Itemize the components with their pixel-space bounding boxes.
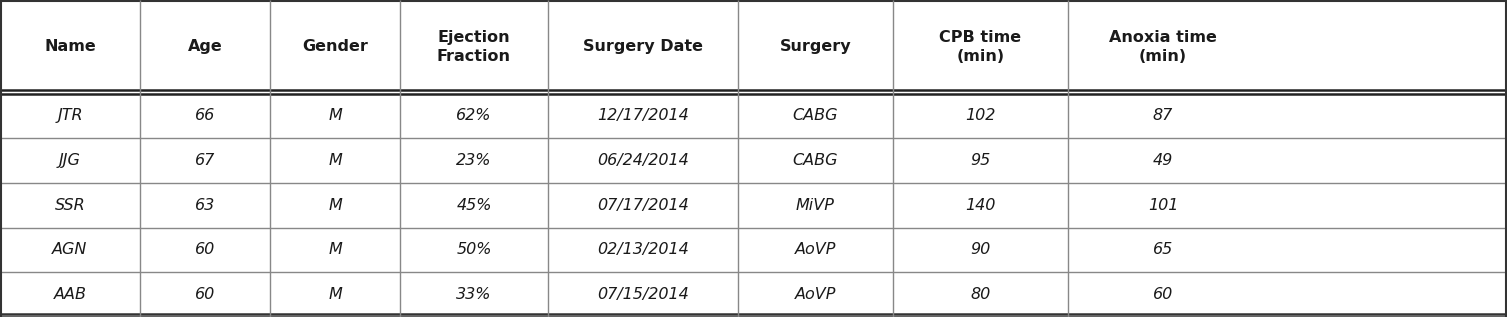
Text: 07/17/2014: 07/17/2014 (597, 198, 689, 213)
Text: M: M (329, 287, 342, 302)
Text: JTR: JTR (57, 108, 83, 123)
Text: 45%: 45% (457, 198, 491, 213)
Text: M: M (329, 153, 342, 168)
Text: CABG: CABG (793, 108, 838, 123)
Text: Surgery: Surgery (779, 39, 851, 54)
Text: 50%: 50% (457, 243, 491, 257)
Text: Gender: Gender (301, 39, 368, 54)
Text: 60: 60 (194, 287, 216, 302)
Text: M: M (329, 198, 342, 213)
Text: 90: 90 (971, 243, 990, 257)
Text: CPB time
(min): CPB time (min) (939, 30, 1022, 63)
Text: 66: 66 (194, 108, 216, 123)
Text: 49: 49 (1153, 153, 1172, 168)
Text: 87: 87 (1153, 108, 1172, 123)
Text: Surgery Date: Surgery Date (583, 39, 702, 54)
Text: 06/24/2014: 06/24/2014 (597, 153, 689, 168)
Text: Anoxia time
(min): Anoxia time (min) (1109, 30, 1218, 63)
Text: AoVP: AoVP (794, 287, 836, 302)
Text: M: M (329, 243, 342, 257)
Text: CABG: CABG (793, 153, 838, 168)
Text: AGN: AGN (53, 243, 87, 257)
Text: Age: Age (188, 39, 223, 54)
Text: 65: 65 (1153, 243, 1172, 257)
Text: AAB: AAB (54, 287, 86, 302)
Text: 140: 140 (966, 198, 996, 213)
Text: 12/17/2014: 12/17/2014 (597, 108, 689, 123)
Text: SSR: SSR (54, 198, 86, 213)
Text: 07/15/2014: 07/15/2014 (597, 287, 689, 302)
Text: 60: 60 (1153, 287, 1172, 302)
Text: AoVP: AoVP (794, 243, 836, 257)
Text: MiVP: MiVP (796, 198, 835, 213)
Text: 102: 102 (966, 108, 996, 123)
Text: 101: 101 (1148, 198, 1178, 213)
Text: Name: Name (44, 39, 96, 54)
Text: 67: 67 (194, 153, 216, 168)
Text: 60: 60 (194, 243, 216, 257)
Text: M: M (329, 108, 342, 123)
Text: 62%: 62% (457, 108, 491, 123)
Text: 33%: 33% (457, 287, 491, 302)
Text: 95: 95 (971, 153, 990, 168)
Text: Ejection
Fraction: Ejection Fraction (437, 30, 511, 63)
Text: 02/13/2014: 02/13/2014 (597, 243, 689, 257)
Text: 80: 80 (971, 287, 990, 302)
Text: 63: 63 (194, 198, 216, 213)
Text: 23%: 23% (457, 153, 491, 168)
Text: JJG: JJG (59, 153, 81, 168)
